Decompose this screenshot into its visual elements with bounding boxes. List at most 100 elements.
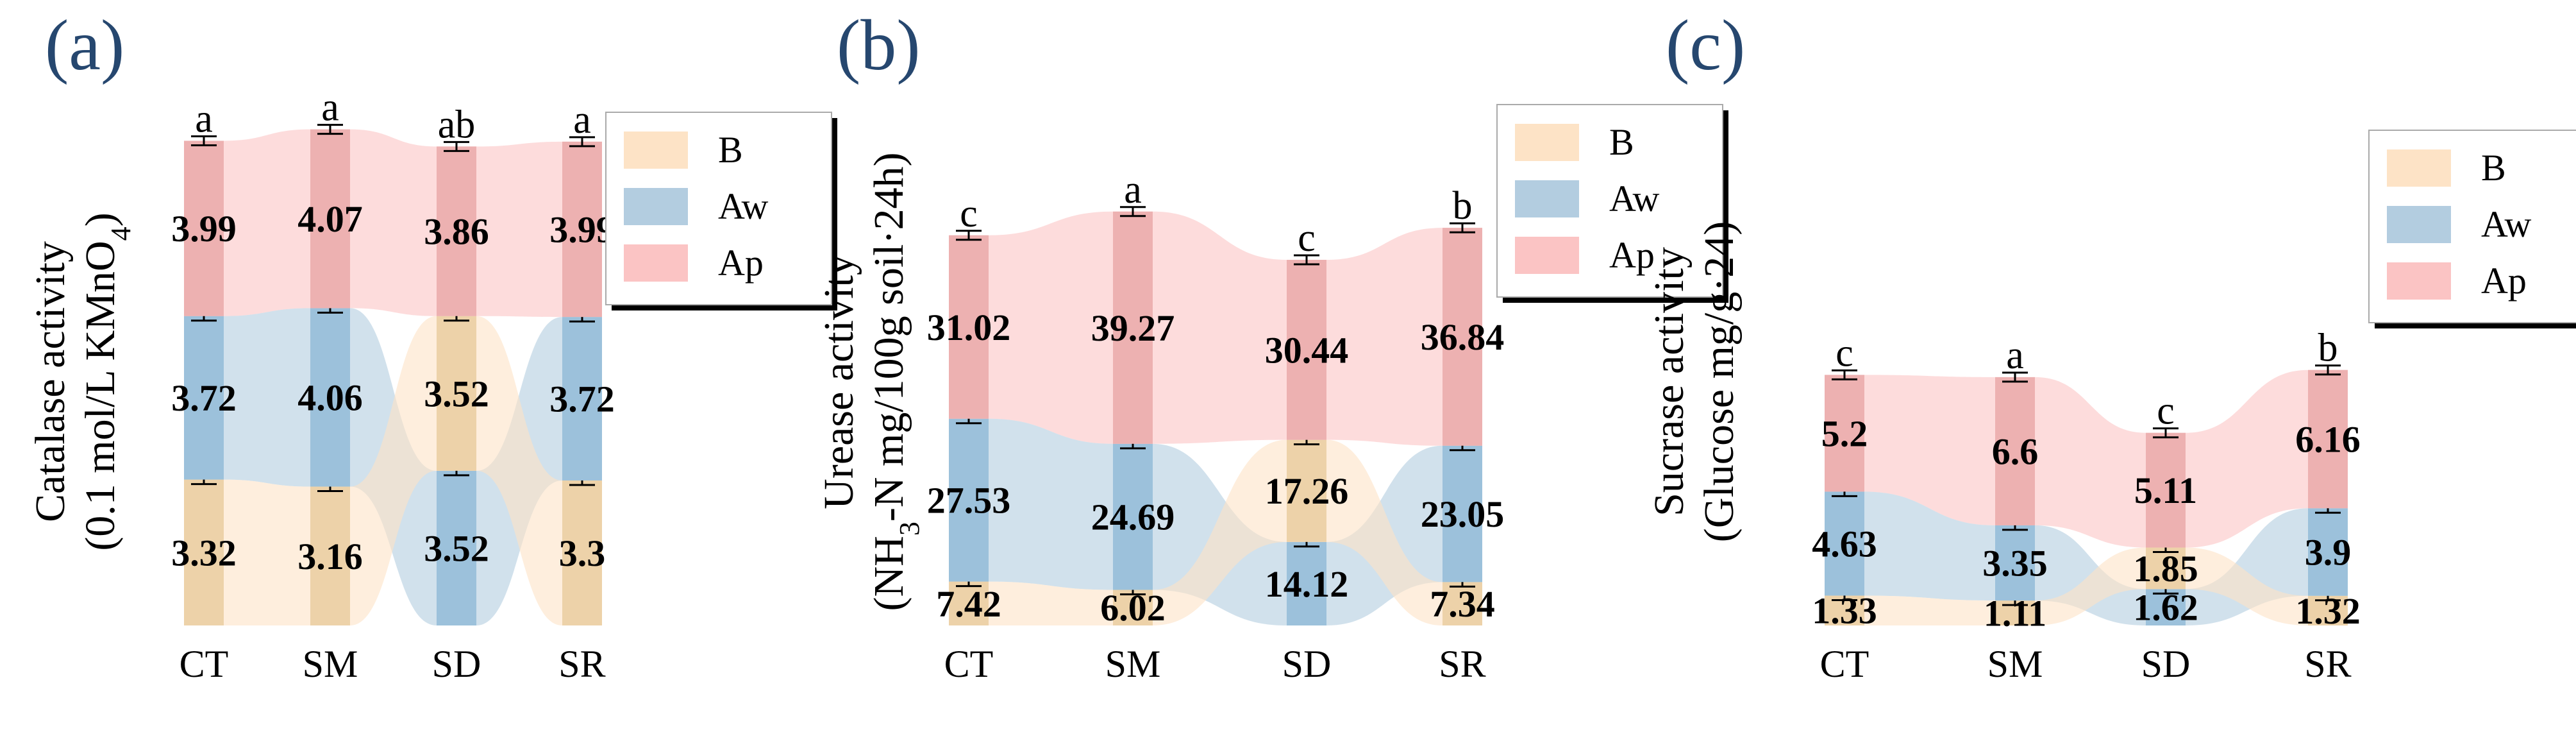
bar-aw-sm: [1113, 443, 1153, 590]
bar-aw-sr: [562, 317, 602, 480]
bar-aw-sr: [1443, 445, 1482, 582]
bar-ap-sd: [437, 146, 476, 316]
y-unit-subscript: 3: [894, 522, 925, 536]
data-label-b: 3.16: [297, 536, 363, 577]
y-axis-label: Sucrase activity (Glucose mg/g·24): [1646, 221, 1743, 542]
x-tick-label: SM: [303, 643, 358, 685]
panel-label: (c): [1666, 6, 1745, 85]
legend-swatch-b: [624, 132, 688, 169]
bar-aw-sm: [310, 308, 350, 487]
legend-swatch-ap: [2387, 262, 2451, 300]
significance-label-ap: c: [1836, 331, 1853, 375]
y-unit-part: (Glucose mg/g·24): [1696, 221, 1743, 542]
panel-label: (b): [837, 6, 921, 85]
flow-b: [184, 316, 602, 625]
bar-aw-sr: [2308, 508, 2348, 596]
flow-ribbons: [184, 129, 602, 625]
data-label-ap: 6.6: [1992, 430, 2039, 472]
bar-b-sm: [310, 486, 350, 625]
panel-a: (a) Catalase activity (0.1 mol/L KMnO4) 3.3…: [27, 6, 837, 685]
data-label-b: 6.02: [1100, 587, 1166, 629]
legend-label-b: B: [2481, 147, 2506, 189]
flow-ap: [1825, 370, 2348, 548]
y-axis-title: Urease activity: [815, 254, 862, 509]
significance-label-ap: c: [2157, 389, 2175, 433]
data-label-aw: 3.35: [1982, 543, 2048, 584]
data-label-b: 1.32: [2295, 590, 2361, 632]
data-label-b: 7.42: [936, 583, 1001, 625]
bar-aw-sd: [1287, 541, 1326, 625]
data-label-b: 3.32: [171, 532, 237, 574]
data-label-b: 7.34: [1430, 583, 1495, 625]
data-label-aw: 3.52: [424, 527, 489, 569]
bar-ap-ct: [184, 140, 224, 316]
data-label-ap: 31.02: [927, 307, 1011, 348]
data-label-ap: 5.11: [2134, 470, 2197, 511]
data-label-b: 1.85: [2133, 548, 2198, 590]
significance-label-ap: c: [960, 192, 978, 235]
data-label-ap: 30.44: [1265, 329, 1349, 371]
x-tick-label: SM: [1987, 643, 2043, 685]
data-label-aw: 14.12: [1265, 563, 1349, 605]
data-label-ap: 36.84: [1421, 316, 1505, 358]
data-label-b: 17.26: [1265, 470, 1349, 512]
legend-swatch-aw: [624, 188, 688, 225]
data-label-ap: 4.07: [297, 198, 363, 240]
data-label-ap: 39.27: [1091, 307, 1175, 349]
bar-aw-sm: [1995, 525, 2035, 601]
significance-label-ap: b: [2318, 327, 2338, 370]
bar-ap-ct: [1825, 375, 1864, 492]
significance-label-ap: a: [573, 98, 591, 142]
x-tick-label: SM: [1105, 643, 1161, 685]
data-label-aw: 3.9: [2305, 532, 2352, 574]
bar-aw-ct: [1825, 491, 1864, 596]
x-tick-label: SR: [2304, 643, 2351, 685]
legend-label-b: B: [718, 129, 743, 171]
bar-b-sd: [2146, 547, 2186, 590]
y-axis-unit: (Glucose mg/g·24): [1696, 221, 1743, 542]
significance-label-ap: b: [1453, 184, 1473, 228]
flow-ap: [184, 129, 602, 318]
bar-aw-ct: [949, 418, 989, 582]
legend: B Aw Ap: [605, 112, 837, 310]
data-label-ap: 3.99: [549, 208, 615, 250]
flow-ribbons: [949, 211, 1482, 625]
bar-b-ct: [949, 581, 989, 625]
y-axis-unit: (NH3-N mg/100g soil·24h): [866, 153, 925, 611]
data-label-aw: 27.53: [927, 480, 1011, 522]
bar-ap-sm: [1113, 211, 1153, 444]
significance-label-ap: a: [2006, 334, 2024, 377]
bar-ap-sr: [562, 141, 602, 318]
bar-aw-ct: [184, 316, 224, 480]
bar-aw-sd: [2146, 589, 2186, 625]
x-tick-label: SR: [558, 643, 605, 685]
legend-swatch-ap: [624, 244, 688, 282]
y-axis-label: Catalase activity (0.1 mol/L KMnO4): [27, 212, 137, 550]
y-unit-subscript: 4: [105, 226, 137, 241]
legend-swatch-ap: [1515, 237, 1579, 274]
legend-label-b: B: [1609, 121, 1634, 163]
flow-ap: [949, 211, 1482, 446]
data-label-aw: 4.63: [1812, 523, 1877, 565]
panel-b: (b) Urease activity(NH3-N mg/100g soil·24…: [815, 6, 1728, 685]
legend: B Aw Ap: [2368, 130, 2576, 328]
bar-ap-sr: [2308, 370, 2348, 509]
y-unit-part: -N mg/100g soil·24h): [866, 153, 912, 522]
data-label-aw: 1.62: [2133, 587, 2198, 629]
bar-ap-sm: [310, 129, 350, 309]
data-label-ap: 5.2: [1821, 412, 1868, 454]
bar-ap-sr: [1443, 228, 1482, 446]
x-tick-label: SD: [432, 643, 481, 685]
y-unit-part: (NH: [866, 536, 912, 611]
legend-swatch-aw: [1515, 180, 1579, 217]
legend-swatch-b: [1515, 124, 1579, 161]
significance-label-ap: a: [321, 86, 339, 130]
bar-b-sr: [1443, 582, 1482, 625]
